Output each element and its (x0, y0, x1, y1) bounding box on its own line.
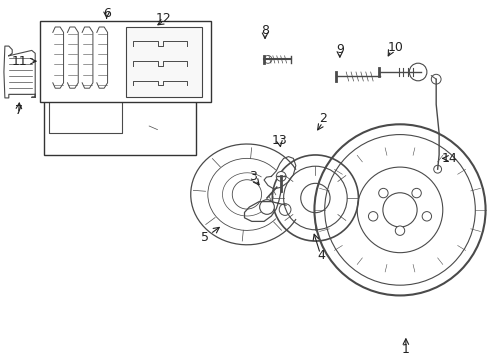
Text: 2: 2 (318, 112, 326, 125)
Circle shape (394, 226, 404, 235)
Circle shape (276, 171, 285, 181)
Text: 12: 12 (156, 12, 171, 25)
Text: 6: 6 (102, 7, 110, 20)
Bar (126, 27, 202, 97)
Circle shape (421, 212, 431, 221)
Text: 11: 11 (12, 55, 27, 68)
Circle shape (411, 188, 421, 198)
Text: 14: 14 (441, 152, 457, 165)
Text: 10: 10 (386, 41, 402, 54)
Text: 1: 1 (401, 343, 409, 356)
Circle shape (433, 165, 441, 173)
Text: 8: 8 (261, 24, 268, 37)
Circle shape (259, 200, 274, 214)
Circle shape (378, 188, 387, 198)
Text: 7: 7 (15, 104, 22, 117)
Text: 13: 13 (271, 134, 287, 147)
Text: 5: 5 (201, 231, 209, 244)
Circle shape (430, 74, 440, 84)
Text: 4: 4 (317, 249, 325, 262)
Bar (40, 21, 211, 102)
Text: 3: 3 (249, 170, 257, 183)
Bar (44, 22, 195, 155)
Circle shape (367, 212, 377, 221)
Text: 9: 9 (335, 43, 343, 56)
